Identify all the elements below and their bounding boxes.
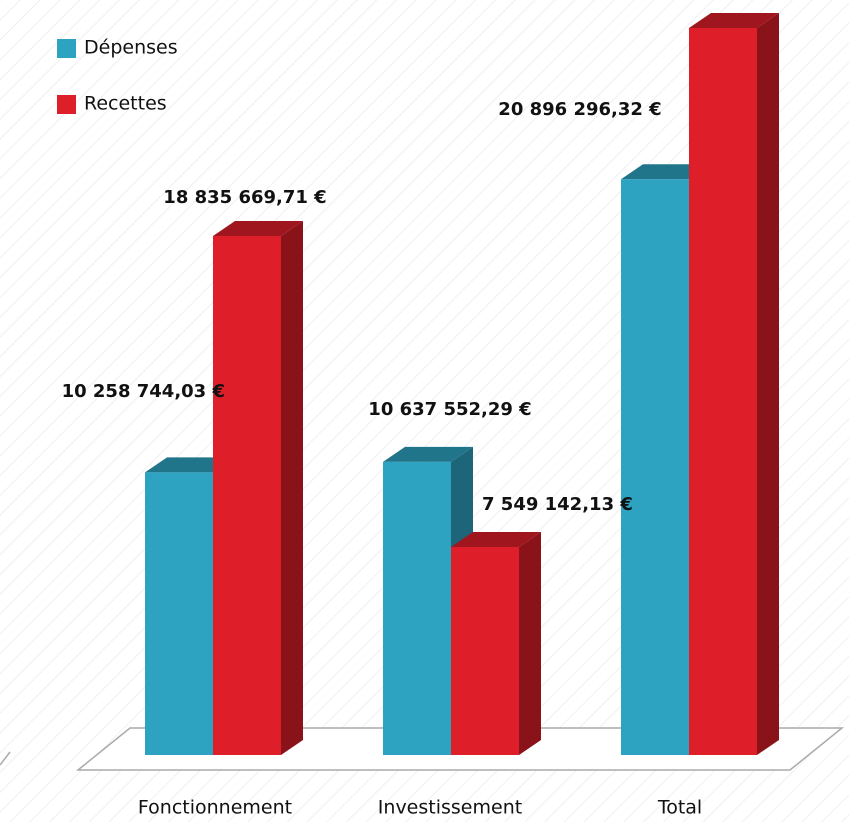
bar [621,179,689,756]
bar-top [451,531,541,547]
bar [213,236,281,756]
bar-top [213,221,303,237]
bar [689,28,757,755]
x-tick-label: Total [657,797,702,819]
legend-swatch [57,95,76,114]
value-label: 10 258 744,03 € [62,381,225,402]
bar-top [689,13,779,28]
x-tick-label: Investissement [378,797,522,819]
value-label: 18 835 669,71 € [163,187,326,208]
bar-top [383,446,473,462]
bar-side [281,221,303,756]
bar [145,472,213,755]
legend-swatch [57,39,76,58]
value-label: 20 896 296,32 € [498,99,661,120]
bar [383,461,451,755]
bar [451,546,519,755]
value-label: 7 549 142,13 € [482,494,633,515]
bar-side [757,13,779,755]
bar-side [519,531,541,755]
x-tick-label: Fonctionnement [138,797,292,819]
value-label: 10 637 552,29 € [368,399,531,420]
bar-top [145,457,235,473]
legend-label: Recettes [84,93,167,115]
floor-edge [0,751,11,766]
bar-top [621,164,711,180]
legend-label: Dépenses [84,37,178,59]
